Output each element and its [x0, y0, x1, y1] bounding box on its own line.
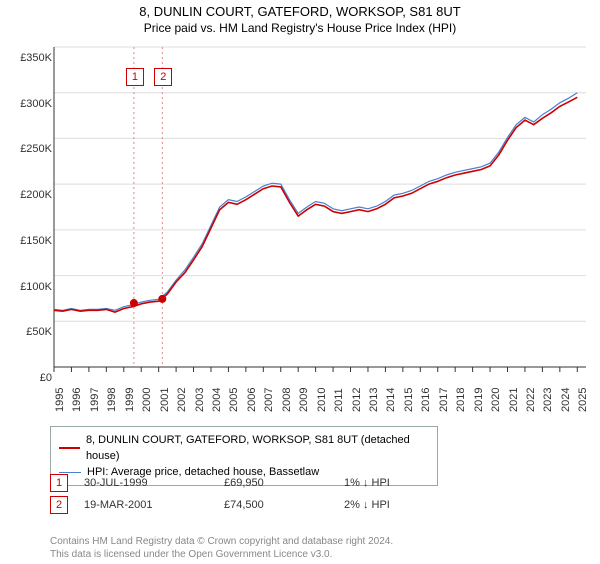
- x-tick-label: 2000: [141, 388, 153, 412]
- line-chart: [50, 41, 590, 411]
- x-tick-label: 2008: [281, 388, 293, 412]
- x-tick-label: 2022: [525, 388, 537, 412]
- x-tick-label: 2006: [246, 388, 258, 412]
- x-tick-label: 2013: [368, 388, 380, 412]
- x-tick-label: 2007: [263, 388, 275, 412]
- sale-marker-badge: 2: [154, 68, 172, 86]
- x-tick-label: 2004: [211, 388, 223, 412]
- y-tick-label: £100K: [20, 281, 52, 293]
- footer-line-2: This data is licensed under the Open Gov…: [50, 548, 393, 561]
- x-tick-label: 1995: [54, 388, 66, 412]
- chart-area: [50, 41, 590, 411]
- x-tick-label: 1996: [71, 388, 83, 412]
- chart-subtitle: Price paid vs. HM Land Registry's House …: [0, 21, 600, 35]
- legend-label: 8, DUNLIN COURT, GATEFORD, WORKSOP, S81 …: [86, 432, 429, 464]
- sale-price: £74,500: [224, 499, 344, 511]
- x-tick-label: 2024: [560, 388, 572, 412]
- sale-date: 19-MAR-2001: [84, 499, 224, 511]
- x-tick-label: 2023: [542, 388, 554, 412]
- sales-table: 1 30-JUL-1999£69,9501% ↓ HPI 2 19-MAR-2001£…: [50, 472, 444, 516]
- x-tick-label: 2019: [473, 388, 485, 412]
- x-tick-label: 2002: [176, 388, 188, 412]
- sale-date: 30-JUL-1999: [84, 477, 224, 489]
- footer-attribution: Contains HM Land Registry data © Crown c…: [50, 535, 393, 561]
- x-tick-label: 2015: [403, 388, 415, 412]
- sales-row: 2 19-MAR-2001£74,5002% ↓ HPI: [50, 494, 444, 516]
- x-tick-label: 2003: [194, 388, 206, 412]
- x-tick-label: 2001: [159, 388, 171, 412]
- sale-price: £69,950: [224, 477, 344, 489]
- footer-line-1: Contains HM Land Registry data © Crown c…: [50, 535, 393, 548]
- x-tick-label: 1997: [89, 388, 101, 412]
- x-tick-label: 2012: [351, 388, 363, 412]
- x-tick-label: 2009: [298, 388, 310, 412]
- y-tick-label: £250K: [20, 143, 52, 155]
- x-tick-label: 2014: [385, 388, 397, 412]
- sale-badge: 2: [50, 496, 68, 514]
- legend-swatch: [59, 447, 80, 449]
- x-tick-label: 2021: [508, 388, 520, 412]
- sale-badge: 1: [50, 474, 68, 492]
- x-tick-label: 1998: [106, 388, 118, 412]
- y-tick-label: £50K: [26, 326, 52, 338]
- sale-delta: 1% ↓ HPI: [344, 477, 444, 489]
- y-tick-label: £150K: [20, 235, 52, 247]
- x-tick-label: 2020: [490, 388, 502, 412]
- x-tick-label: 2011: [333, 388, 345, 412]
- x-tick-label: 2016: [420, 388, 432, 412]
- x-tick-label: 1999: [124, 388, 136, 412]
- sale-marker-badge: 1: [126, 68, 144, 86]
- sales-row: 1 30-JUL-1999£69,9501% ↓ HPI: [50, 472, 444, 494]
- x-tick-label: 2018: [455, 388, 467, 412]
- x-tick-label: 2005: [228, 388, 240, 412]
- chart-title: 8, DUNLIN COURT, GATEFORD, WORKSOP, S81 …: [0, 4, 600, 19]
- sale-delta: 2% ↓ HPI: [344, 499, 444, 511]
- x-tick-label: 2025: [577, 388, 589, 412]
- legend-item: 8, DUNLIN COURT, GATEFORD, WORKSOP, S81 …: [59, 432, 429, 464]
- x-tick-label: 2017: [438, 388, 450, 412]
- y-tick-label: £300K: [20, 98, 52, 110]
- y-tick-label: £200K: [20, 189, 52, 201]
- chart-container: 8, DUNLIN COURT, GATEFORD, WORKSOP, S81 …: [0, 4, 600, 564]
- y-tick-label: £0: [40, 372, 52, 384]
- y-tick-label: £350K: [20, 52, 52, 64]
- x-tick-label: 2010: [316, 388, 328, 412]
